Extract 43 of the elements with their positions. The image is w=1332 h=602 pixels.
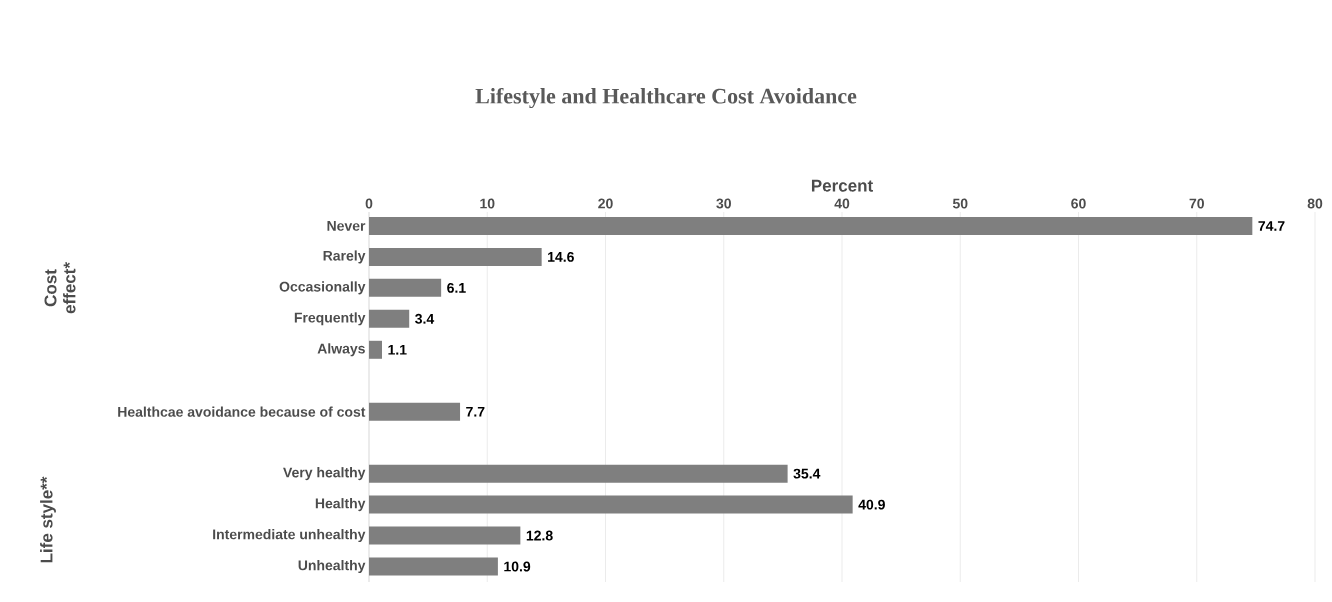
x-tick-label: 40 (834, 198, 850, 209)
y-tick-label: Intermediate unhealthy (213, 529, 366, 543)
y-tick-label: Rarely (323, 250, 366, 264)
text: Life style** (40, 476, 56, 563)
x-tick-label: 10 (480, 198, 495, 209)
bar (369, 402, 461, 421)
bar (369, 216, 1253, 235)
data-label: 3.4 (415, 313, 435, 324)
bar (369, 247, 542, 266)
x-axis-title: Percent (811, 179, 873, 192)
y-tick-label: Very healthy (283, 467, 366, 481)
data-label: 74.7 (1258, 221, 1285, 231)
text: Cost effect* (44, 262, 76, 314)
data-label: 14.6 (548, 251, 574, 262)
y-tick-label: Always (317, 343, 365, 357)
bar (369, 526, 521, 545)
bar (369, 278, 442, 297)
bar (369, 495, 853, 514)
data-label: 35.4 (793, 468, 821, 479)
data-label: 7.7 (466, 406, 485, 417)
data-label: 12.8 (526, 530, 553, 541)
x-tick-label: 20 (598, 198, 613, 209)
data-label: 6.1 (447, 282, 466, 293)
bar (369, 309, 410, 328)
data-label: 1.1 (388, 344, 407, 355)
bar (369, 557, 498, 576)
x-tick-label: 70 (1189, 198, 1204, 209)
bar (369, 464, 788, 483)
bar (369, 340, 383, 359)
x-tick-label: 80 (1307, 198, 1323, 209)
data-label: 40.9 (858, 499, 885, 510)
x-tick-label: 0 (365, 198, 373, 209)
x-tick-label: 60 (1071, 198, 1086, 209)
y-tick-label: Never (327, 221, 366, 231)
data-label: 10.9 (504, 561, 531, 572)
y-tick-label: Healthy (315, 498, 366, 512)
y-tick-label: Frequently (294, 312, 366, 326)
chart-title: Lifestyle and Healthcare Cost Avoidance (475, 87, 857, 109)
x-tick-label: 50 (952, 198, 968, 209)
x-tick-label: 30 (716, 198, 731, 209)
y-tick-label: Occasionally (279, 281, 366, 295)
y-tick-label: Unhealthy (298, 560, 366, 574)
y-tick-label: Healthcae avoidance because of cost (118, 406, 366, 417)
